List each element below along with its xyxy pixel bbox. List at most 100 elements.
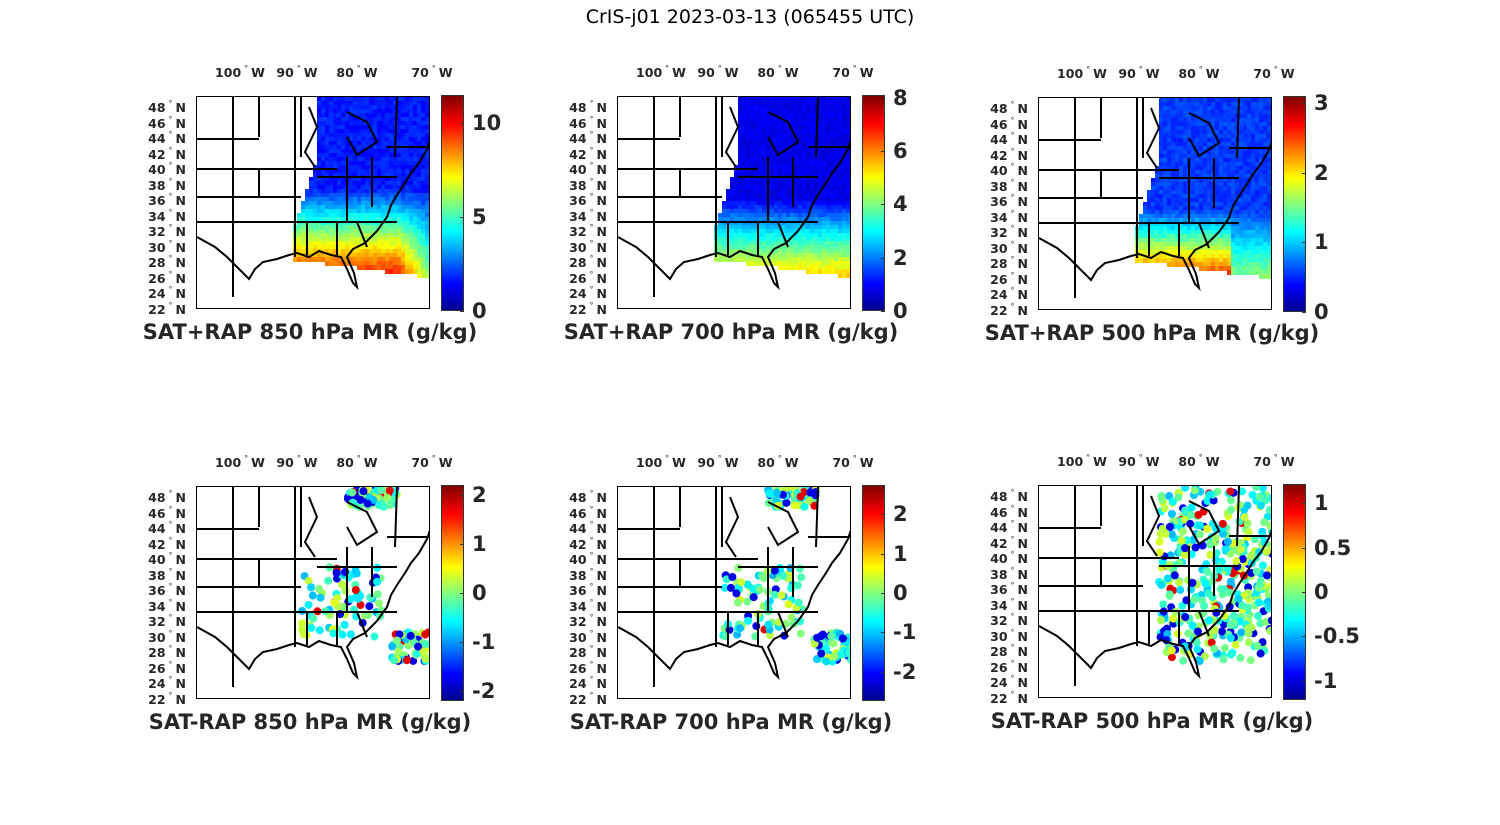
data-point <box>397 209 402 214</box>
data-point <box>786 261 791 266</box>
data-point <box>846 237 850 242</box>
data-point <box>1219 222 1224 227</box>
data-point <box>397 173 402 178</box>
data-point <box>1239 194 1244 199</box>
data-point <box>779 490 788 499</box>
data-point <box>798 97 803 102</box>
data-point <box>846 149 850 154</box>
data-point <box>830 141 835 146</box>
lon-value: 90 <box>697 455 715 470</box>
data-point <box>822 237 827 242</box>
data-point <box>369 145 374 150</box>
data-point <box>1215 210 1220 215</box>
data-point <box>786 177 791 182</box>
data-point <box>758 261 763 266</box>
data-point <box>746 181 751 186</box>
data-point <box>774 161 779 166</box>
data-point <box>393 233 398 238</box>
data-point <box>830 205 835 210</box>
data-point <box>762 245 767 250</box>
data-point <box>762 125 767 130</box>
lat-value: 32 <box>569 224 587 239</box>
colorbar-tick-mark <box>460 123 464 125</box>
data-point <box>1247 138 1252 143</box>
data-point <box>1271 210 1272 215</box>
data-point <box>301 201 306 206</box>
data-point <box>750 189 755 194</box>
data-point <box>1251 194 1256 199</box>
data-point <box>345 245 350 250</box>
data-point <box>742 225 747 230</box>
data-point <box>409 241 414 246</box>
data-point <box>1159 186 1164 191</box>
data-point <box>1191 162 1196 167</box>
data-point <box>1175 154 1180 159</box>
data-point <box>1255 126 1260 131</box>
data-point <box>357 145 362 150</box>
data-point <box>1179 154 1184 159</box>
data-point <box>413 229 418 234</box>
data-point <box>798 121 803 126</box>
data-point <box>1263 270 1268 275</box>
lat-suffix: N <box>1017 116 1028 132</box>
data-point <box>429 273 430 278</box>
data-point <box>321 105 326 110</box>
data-point <box>778 197 783 202</box>
data-point <box>746 245 751 250</box>
data-point <box>802 213 807 218</box>
data-point <box>309 225 314 230</box>
data-point <box>321 173 326 178</box>
data-point <box>834 109 839 114</box>
data-point <box>1159 122 1164 127</box>
data-point <box>754 117 759 122</box>
data-point <box>1211 210 1216 215</box>
degree-symbol: ° <box>168 114 173 124</box>
data-point <box>1247 142 1252 147</box>
data-point <box>333 121 338 126</box>
data-point <box>786 161 791 166</box>
data-point <box>1263 114 1268 119</box>
data-point <box>337 181 342 186</box>
data-point <box>1223 206 1228 211</box>
data-point <box>772 495 781 504</box>
data-point <box>1187 246 1192 251</box>
data-point <box>1255 210 1260 215</box>
data-point <box>1219 178 1224 183</box>
data-point <box>754 261 759 266</box>
data-point <box>850 209 851 214</box>
data-point <box>826 165 831 170</box>
data-point <box>361 101 366 106</box>
data-point <box>786 149 791 154</box>
data-point <box>1183 242 1188 247</box>
data-point <box>345 241 350 246</box>
data-point <box>822 133 827 138</box>
data-point <box>1231 118 1236 123</box>
data-point <box>405 121 410 126</box>
data-point <box>389 117 394 122</box>
data-point <box>417 249 422 254</box>
data-point <box>778 257 783 262</box>
data-point <box>732 589 741 598</box>
data-point <box>1267 170 1271 175</box>
data-point <box>806 257 811 262</box>
data-point <box>1267 206 1271 211</box>
data-point <box>1239 126 1244 131</box>
data-point <box>758 193 763 198</box>
data-point <box>393 229 398 234</box>
data-point <box>1247 150 1252 155</box>
data-point <box>417 113 422 118</box>
lat-tick-label: 30 ° N <box>561 239 607 255</box>
data-point <box>1219 146 1224 151</box>
data-point <box>1155 178 1160 183</box>
data-point <box>814 213 819 218</box>
data-point <box>369 237 374 242</box>
data-point <box>794 253 799 258</box>
data-point <box>409 161 414 166</box>
data-point <box>1151 234 1156 239</box>
data-point <box>429 229 430 234</box>
data-point <box>746 185 751 190</box>
lat-tick-label: 36 ° N <box>140 192 186 208</box>
colorbar-tick-mark <box>881 311 885 312</box>
data-point <box>1195 206 1200 211</box>
data-point <box>822 137 827 142</box>
